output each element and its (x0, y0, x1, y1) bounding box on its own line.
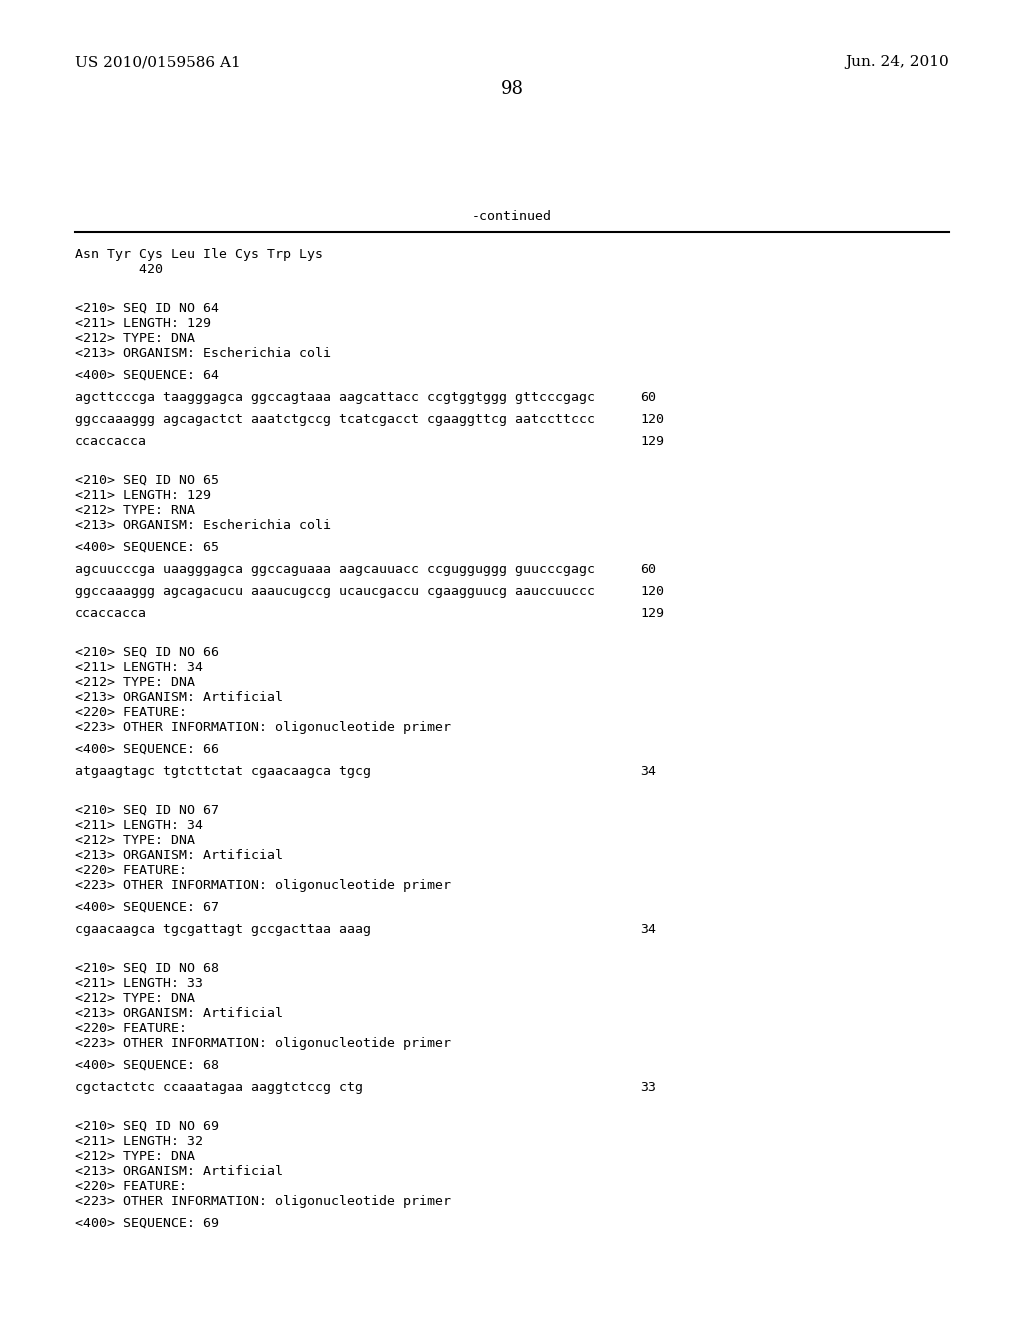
Text: <210> SEQ ID NO 67: <210> SEQ ID NO 67 (75, 804, 219, 817)
Text: ggccaaaggg agcagactct aaatctgccg tcatcgacct cgaaggttcg aatccttccc: ggccaaaggg agcagactct aaatctgccg tcatcga… (75, 413, 595, 426)
Text: <211> LENGTH: 129: <211> LENGTH: 129 (75, 488, 211, 502)
Text: 60: 60 (640, 564, 656, 576)
Text: <211> LENGTH: 33: <211> LENGTH: 33 (75, 977, 203, 990)
Text: <212> TYPE: DNA: <212> TYPE: DNA (75, 993, 195, 1005)
Text: Jun. 24, 2010: Jun. 24, 2010 (845, 55, 949, 69)
Text: <210> SEQ ID NO 68: <210> SEQ ID NO 68 (75, 962, 219, 975)
Text: <223> OTHER INFORMATION: oligonucleotide primer: <223> OTHER INFORMATION: oligonucleotide… (75, 721, 451, 734)
Text: <400> SEQUENCE: 65: <400> SEQUENCE: 65 (75, 541, 219, 554)
Text: US 2010/0159586 A1: US 2010/0159586 A1 (75, 55, 241, 69)
Text: <212> TYPE: RNA: <212> TYPE: RNA (75, 504, 195, 517)
Text: 33: 33 (640, 1081, 656, 1094)
Text: <213> ORGANISM: Artificial: <213> ORGANISM: Artificial (75, 849, 283, 862)
Text: 34: 34 (640, 766, 656, 777)
Text: 98: 98 (501, 81, 523, 98)
Text: <400> SEQUENCE: 66: <400> SEQUENCE: 66 (75, 743, 219, 756)
Text: 120: 120 (640, 413, 664, 426)
Text: agcuucccga uaagggagca ggccaguaaa aagcauuacc ccgugguggg guucccgagc: agcuucccga uaagggagca ggccaguaaa aagcauu… (75, 564, 595, 576)
Text: <211> LENGTH: 129: <211> LENGTH: 129 (75, 317, 211, 330)
Text: <212> TYPE: DNA: <212> TYPE: DNA (75, 333, 195, 345)
Text: <220> FEATURE:: <220> FEATURE: (75, 1180, 187, 1193)
Text: <212> TYPE: DNA: <212> TYPE: DNA (75, 676, 195, 689)
Text: <210> SEQ ID NO 64: <210> SEQ ID NO 64 (75, 302, 219, 315)
Text: agcttcccga taagggagca ggccagtaaa aagcattacc ccgtggtggg gttcccgagc: agcttcccga taagggagca ggccagtaaa aagcatt… (75, 391, 595, 404)
Text: Asn Tyr Cys Leu Ile Cys Trp Lys: Asn Tyr Cys Leu Ile Cys Trp Lys (75, 248, 323, 261)
Text: <210> SEQ ID NO 69: <210> SEQ ID NO 69 (75, 1119, 219, 1133)
Text: 120: 120 (640, 585, 664, 598)
Text: <220> FEATURE:: <220> FEATURE: (75, 706, 187, 719)
Text: 60: 60 (640, 391, 656, 404)
Text: 129: 129 (640, 436, 664, 447)
Text: <213> ORGANISM: Artificial: <213> ORGANISM: Artificial (75, 690, 283, 704)
Text: <223> OTHER INFORMATION: oligonucleotide primer: <223> OTHER INFORMATION: oligonucleotide… (75, 1195, 451, 1208)
Text: cgaacaagca tgcgattagt gccgacttaa aaag: cgaacaagca tgcgattagt gccgacttaa aaag (75, 923, 371, 936)
Text: <400> SEQUENCE: 64: <400> SEQUENCE: 64 (75, 370, 219, 381)
Text: <213> ORGANISM: Escherichia coli: <213> ORGANISM: Escherichia coli (75, 347, 331, 360)
Text: <400> SEQUENCE: 69: <400> SEQUENCE: 69 (75, 1217, 219, 1230)
Text: <223> OTHER INFORMATION: oligonucleotide primer: <223> OTHER INFORMATION: oligonucleotide… (75, 1038, 451, 1049)
Text: ggccaaaggg agcagacucu aaaucugccg ucaucgaccu cgaagguucg aauccuuccc: ggccaaaggg agcagacucu aaaucugccg ucaucga… (75, 585, 595, 598)
Text: <400> SEQUENCE: 68: <400> SEQUENCE: 68 (75, 1059, 219, 1072)
Text: <220> FEATURE:: <220> FEATURE: (75, 865, 187, 876)
Text: 34: 34 (640, 923, 656, 936)
Text: <212> TYPE: DNA: <212> TYPE: DNA (75, 1150, 195, 1163)
Text: 420: 420 (75, 263, 163, 276)
Text: ccaccacca: ccaccacca (75, 436, 147, 447)
Text: <213> ORGANISM: Artificial: <213> ORGANISM: Artificial (75, 1007, 283, 1020)
Text: 129: 129 (640, 607, 664, 620)
Text: <211> LENGTH: 34: <211> LENGTH: 34 (75, 818, 203, 832)
Text: <211> LENGTH: 34: <211> LENGTH: 34 (75, 661, 203, 675)
Text: <213> ORGANISM: Artificial: <213> ORGANISM: Artificial (75, 1166, 283, 1177)
Text: <400> SEQUENCE: 67: <400> SEQUENCE: 67 (75, 902, 219, 913)
Text: <210> SEQ ID NO 66: <210> SEQ ID NO 66 (75, 645, 219, 659)
Text: <210> SEQ ID NO 65: <210> SEQ ID NO 65 (75, 474, 219, 487)
Text: <212> TYPE: DNA: <212> TYPE: DNA (75, 834, 195, 847)
Text: <223> OTHER INFORMATION: oligonucleotide primer: <223> OTHER INFORMATION: oligonucleotide… (75, 879, 451, 892)
Text: atgaagtagc tgtcttctat cgaacaagca tgcg: atgaagtagc tgtcttctat cgaacaagca tgcg (75, 766, 371, 777)
Text: -continued: -continued (472, 210, 552, 223)
Text: cgctactctc ccaaatagaa aaggtctccg ctg: cgctactctc ccaaatagaa aaggtctccg ctg (75, 1081, 362, 1094)
Text: <211> LENGTH: 32: <211> LENGTH: 32 (75, 1135, 203, 1148)
Text: <213> ORGANISM: Escherichia coli: <213> ORGANISM: Escherichia coli (75, 519, 331, 532)
Text: <220> FEATURE:: <220> FEATURE: (75, 1022, 187, 1035)
Text: ccaccacca: ccaccacca (75, 607, 147, 620)
